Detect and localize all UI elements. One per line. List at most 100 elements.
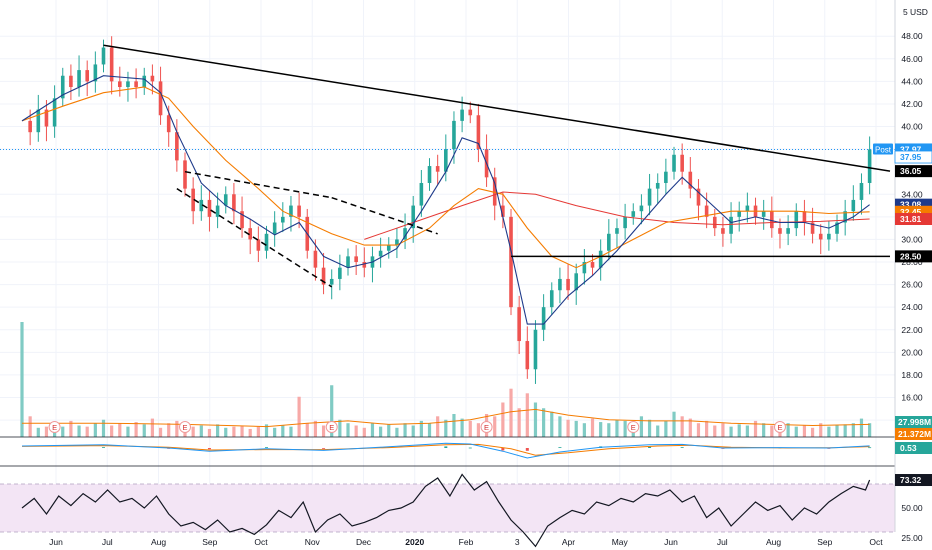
earnings-marker (627, 421, 640, 433)
earnings-marker (325, 421, 338, 433)
macd-histogram-bar (680, 447, 684, 448)
candle-body (321, 267, 326, 285)
candle-body (582, 262, 587, 274)
price-label-bg (894, 150, 932, 164)
volume-bar (379, 426, 383, 437)
volume-label-bg (895, 416, 932, 428)
macd-label: 0.53 (900, 443, 917, 453)
candle-body (126, 81, 130, 88)
y-tick-label: 48.00 (901, 31, 923, 41)
y-tick-label: 26.00 (901, 280, 923, 290)
x-tick-label: Nov (305, 537, 321, 547)
volume-bar (77, 425, 81, 437)
volume-bar (835, 425, 839, 437)
candle-body (77, 70, 81, 88)
x-tick-label: Dec (356, 537, 372, 547)
volume-bar (419, 420, 423, 437)
wedge-line (331, 196, 438, 235)
volume-bar (134, 422, 138, 437)
candle-body (688, 171, 693, 189)
volume-bar (199, 425, 203, 437)
candle-body (207, 199, 212, 217)
candle-body (346, 256, 350, 268)
candle-body (329, 278, 334, 285)
candle-body (297, 205, 301, 217)
candle-body (256, 239, 261, 251)
volume-bar (810, 427, 815, 437)
candle-body (721, 228, 725, 234)
price-label: 33.08 (900, 200, 922, 210)
volume-bar (688, 418, 692, 437)
x-tick-label: Sep (817, 537, 832, 547)
x-tick-label: Feb (459, 537, 474, 547)
y-tick-label: 42.00 (901, 99, 923, 109)
x-tick-label: Aug (766, 537, 781, 547)
rsi-label-bg (895, 474, 932, 487)
candle-body (403, 228, 407, 240)
macd-line (21, 442, 870, 459)
volume-bar (207, 428, 212, 437)
volume-bar (330, 385, 334, 437)
volume-bar (126, 426, 130, 437)
rsi-tick-label: 25.00 (901, 533, 923, 543)
volume-bar (623, 420, 627, 437)
volume-bar (354, 425, 358, 437)
volume-bar (525, 393, 529, 437)
x-tick-label: Jul (102, 537, 113, 547)
candle-body (615, 228, 619, 234)
volume-bar (167, 423, 171, 437)
price-label: 37.97 (900, 144, 922, 154)
candle-body (517, 307, 521, 342)
volume-bar (819, 423, 823, 437)
volume-bar (321, 425, 326, 437)
y-tick-label: 34.00 (901, 189, 923, 199)
y-tick-label: 22.00 (901, 325, 923, 335)
wedge-line (184, 170, 332, 199)
volume-bar (713, 425, 717, 437)
candle-body (313, 250, 318, 268)
macd-histogram-bar (868, 447, 872, 449)
volume-bar (607, 423, 611, 437)
volume-bar (61, 426, 65, 437)
candle-body (452, 120, 456, 150)
volume-bar (216, 424, 220, 437)
volume-bar (509, 388, 513, 437)
candle-body (354, 256, 358, 263)
candle-body (778, 228, 782, 234)
volume-bar (501, 402, 505, 437)
candle-body (492, 177, 497, 206)
candle-body (843, 211, 847, 223)
candle-body (558, 278, 562, 291)
earnings-marker-label: E (52, 423, 57, 432)
volume-bar (20, 322, 24, 437)
macd-histogram-bar (501, 448, 505, 451)
volume-ma-line (22, 408, 870, 428)
candle-body (232, 194, 236, 212)
candle-body (623, 216, 627, 229)
candle-body (647, 188, 652, 206)
volume-bar (639, 416, 644, 437)
candle-body (419, 182, 424, 206)
candle-body (142, 75, 147, 88)
candle-body (191, 188, 195, 212)
y-tick-label: 18.00 (901, 370, 923, 380)
macd-histogram-bar (322, 448, 326, 449)
volume-bar (281, 425, 285, 437)
candle-body (460, 109, 464, 121)
candle-body (680, 154, 684, 172)
volume-bar (264, 424, 269, 437)
candle-body (264, 233, 269, 251)
volume-bar (175, 420, 179, 437)
candle-body (411, 205, 416, 229)
macd-histogram-bar (207, 448, 211, 450)
candle-body (745, 205, 750, 212)
candle-body (223, 194, 228, 206)
candle-body (183, 160, 187, 189)
price-label-bg (895, 213, 932, 226)
candle-body (794, 211, 799, 229)
currency-marker: 5 (903, 7, 908, 17)
volume-bar (729, 426, 733, 437)
macd-histogram-bar (102, 447, 106, 448)
